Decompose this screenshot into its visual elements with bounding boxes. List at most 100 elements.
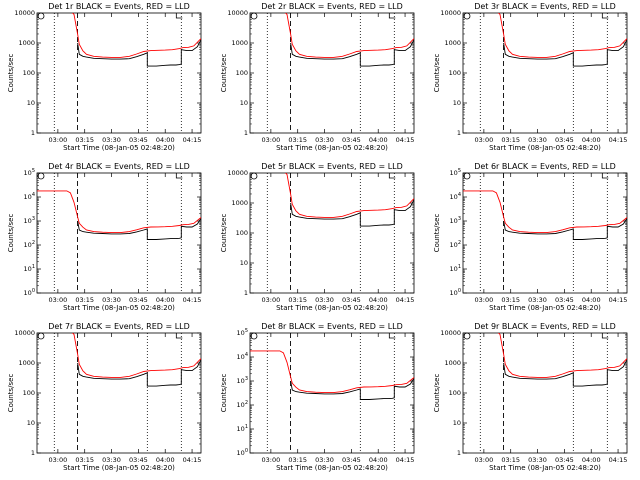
y-tick-label: 10 [27,419,35,427]
x-tick-label: 03:30 [315,136,334,144]
chart-svg: Det 4r BLACK = Events, RED = LLD 100 101 10… [7,162,202,312]
top-left-marker [250,172,258,180]
chart-title: Det 2r BLACK = Events, RED = LLD [261,2,403,11]
y-tick-label: 100 [449,389,461,397]
top-left-marker [37,12,45,20]
x-tick-label: 03:45 [129,296,148,304]
lld-series-line [497,333,627,378]
top-right-marker [601,173,609,179]
x-tick-label: 03:15 [501,296,520,304]
x-tick-label: 04:00 [582,456,601,464]
y-tick-label: 103 [24,216,35,225]
x-axis-label: Start Time (08-Jan-05 02:48:20) [489,144,601,152]
x-tick-label: 03:45 [129,456,148,464]
plot-frame [462,332,628,454]
x-tick-label: 04:15 [609,136,628,144]
x-tick-label: 04:15 [183,136,202,144]
x-tick-label: 04:00 [369,136,388,144]
top-left-marker [463,12,471,20]
y-tick-label: 100 [450,288,461,297]
top-left-marker [250,332,258,340]
y-tick-label: 1000 [18,39,35,47]
x-tick-label: 03:15 [75,296,94,304]
events-series-line [290,39,414,67]
events-series-line [503,218,627,240]
y-tick-label: 102 [450,240,461,249]
x-tick-label: 04:15 [396,456,415,464]
top-right-marker [175,333,183,339]
events-series-line [503,359,627,387]
y-tick-label: 1000 [18,359,35,367]
events-series-line [290,378,414,400]
y-tick-label: 10 [27,99,35,107]
lld-series-line [71,333,201,378]
x-tick-label: 03:00 [49,136,68,144]
events-series-line [77,39,201,67]
y-tick-label: 100 [23,69,35,77]
chart-title: Det 7r BLACK = Events, RED = LLD [48,322,190,331]
y-tick-label: 100 [236,229,248,237]
x-tick-label: 04:00 [156,456,175,464]
y-axis-label: Counts/sec [7,54,15,93]
x-axis-label: Start Time (08-Jan-05 02:48:20) [489,304,601,312]
events-series-line [77,218,201,240]
y-tick-label: 1 [244,129,248,137]
top-left-marker [37,332,45,340]
x-tick-label: 04:00 [582,136,601,144]
y-tick-label: 10 [240,259,248,267]
y-tick-label: 1 [31,449,35,457]
top-right-marker [388,333,396,339]
x-tick-label: 03:00 [262,296,281,304]
detector-panel: Det 2r BLACK = Events, RED = LLD 1 10 100 10… [213,0,426,160]
x-axis-label: Start Time (08-Jan-05 02:48:20) [276,464,388,472]
y-axis-label: Counts/sec [7,374,15,413]
x-tick-label: 03:15 [288,136,307,144]
x-tick-label: 03:45 [342,136,361,144]
x-tick-label: 03:45 [129,136,148,144]
chart-svg: Det 7r BLACK = Events, RED = LLD 1 10 100 10… [7,322,201,472]
top-right-marker [175,13,183,19]
top-right-marker [388,13,396,19]
x-tick-label: 03:00 [49,456,68,464]
y-tick-label: 102 [24,240,35,249]
y-tick-label: 10000 [440,9,461,17]
chart-title: Det 9r BLACK = Events, RED = LLD [474,322,616,331]
y-axis-label: Counts/sec [7,214,15,253]
chart-title: Det 3r BLACK = Events, RED = LLD [474,2,616,11]
detector-panel: Det 7r BLACK = Events, RED = LLD 1 10 100 10… [0,320,213,480]
top-left-marker [37,172,45,180]
chart-svg: Det 2r BLACK = Events, RED = LLD 1 10 100 10… [220,2,415,152]
x-axis-label: Start Time (08-Jan-05 02:48:20) [276,144,388,152]
x-tick-label: 04:00 [582,296,601,304]
x-tick-label: 03:30 [102,296,121,304]
y-tick-label: 105 [24,168,35,177]
chart-svg: Det 9r BLACK = Events, RED = LLD 1 10 100 10… [433,322,628,472]
lld-series-line [284,13,414,58]
chart-svg: Det 8r BLACK = Events, RED = LLD 100 101 10… [220,322,415,472]
y-tick-label: 103 [237,376,248,385]
y-tick-label: 1 [457,449,461,457]
x-tick-label: 04:15 [396,136,415,144]
y-tick-label: 10000 [227,9,248,17]
top-left-marker [463,332,471,340]
x-tick-label: 03:45 [342,296,361,304]
x-tick-label: 04:15 [183,296,202,304]
lld-series-line [71,13,201,58]
x-tick-label: 03:30 [315,456,334,464]
x-tick-label: 03:00 [262,456,281,464]
y-tick-label: 104 [237,352,248,361]
y-tick-label: 10000 [14,9,35,17]
x-tick-label: 04:15 [609,296,628,304]
plot-frame [249,172,415,294]
y-tick-label: 10 [453,99,461,107]
y-axis-label: Counts/sec [433,54,441,93]
y-tick-label: 101 [24,264,35,273]
detector-panel: Det 4r BLACK = Events, RED = LLD 100 101 10… [0,160,213,320]
y-tick-label: 102 [237,400,248,409]
y-axis-label: Counts/sec [433,374,441,413]
x-tick-label: 03:15 [75,456,94,464]
y-axis-label: Counts/sec [220,54,228,93]
y-tick-label: 1000 [231,39,248,47]
y-tick-label: 10000 [14,329,35,337]
